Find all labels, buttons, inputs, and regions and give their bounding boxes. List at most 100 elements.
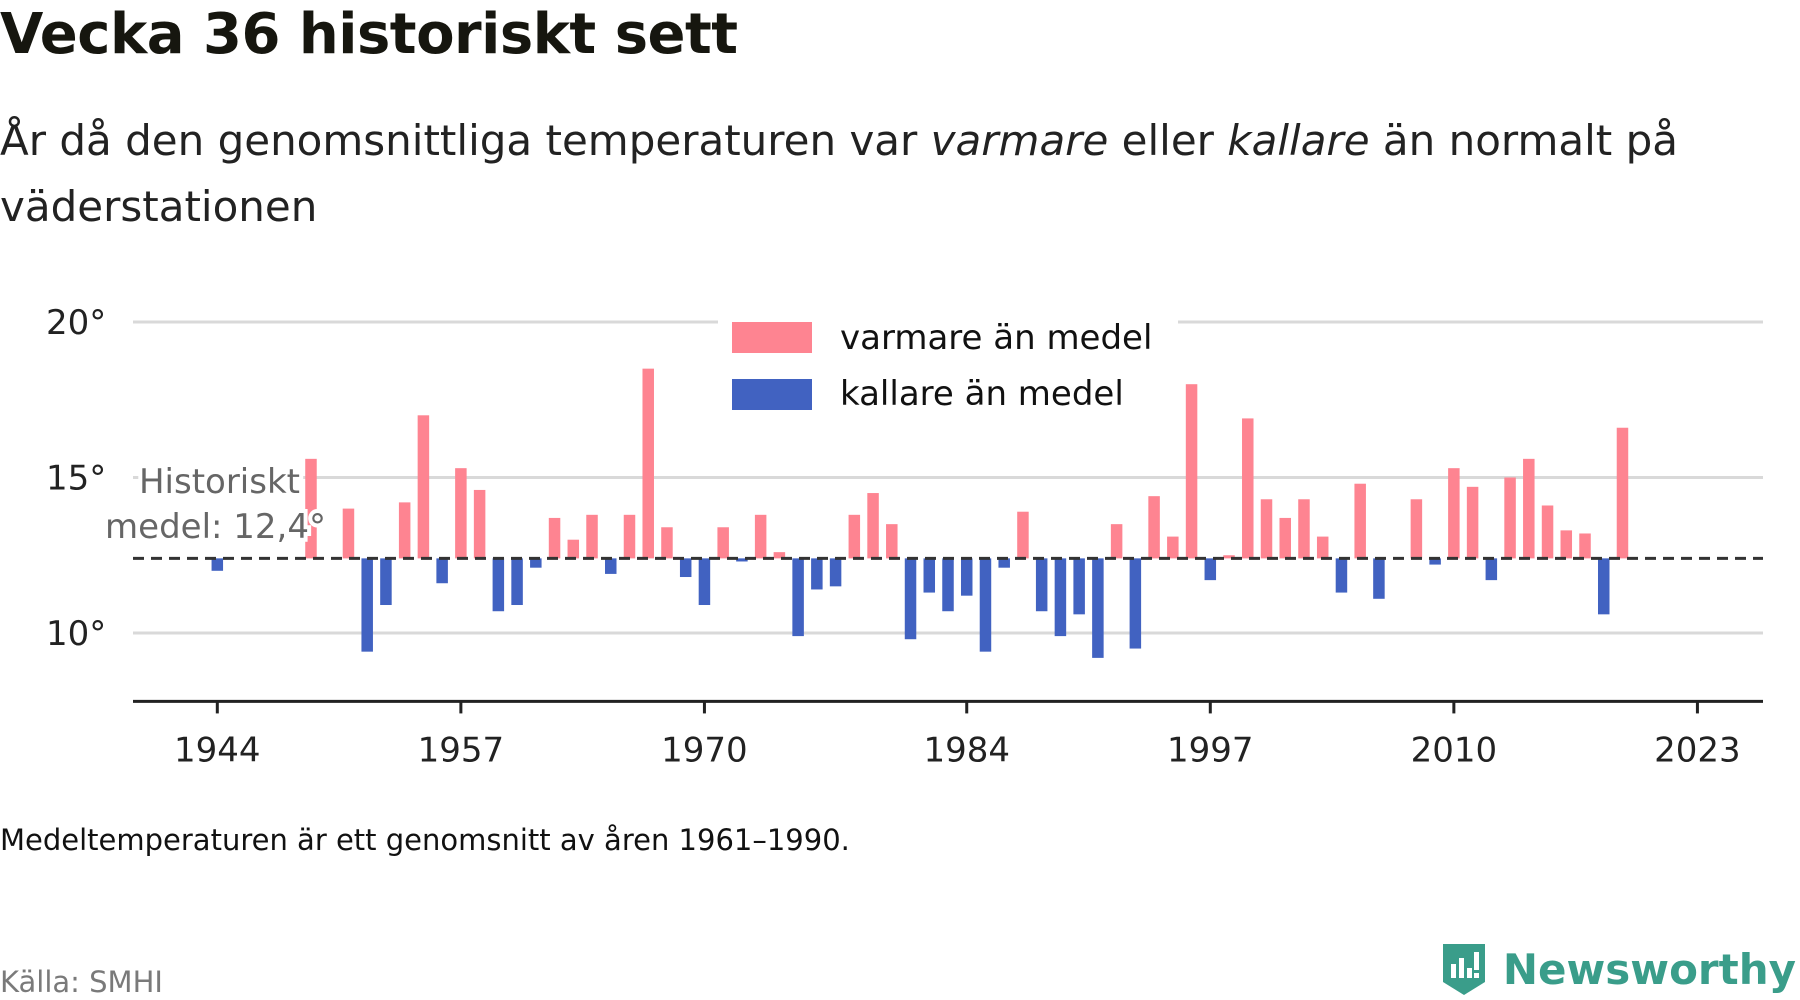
bar-cold — [380, 558, 392, 606]
bar-warm — [1504, 477, 1516, 559]
bar-cold — [1597, 558, 1610, 615]
x-tick-label: 1997 — [1167, 730, 1254, 770]
bar-warm — [1260, 499, 1273, 559]
bar-warm — [1298, 499, 1310, 559]
x-axis: 1944 1957 1970 1984 1997 2010 2023 — [133, 699, 1763, 770]
bar-cold — [1129, 558, 1142, 649]
bar-warm — [867, 493, 879, 559]
legend: varmare än medel kallare än medel — [718, 312, 1178, 427]
bar-cold — [530, 558, 542, 568]
bar-warm — [1560, 530, 1573, 559]
bar-cold — [792, 558, 804, 637]
bar-warm — [342, 508, 355, 559]
y-tick-label: 15° — [46, 459, 106, 499]
bar-warm — [773, 552, 786, 559]
bar-warm — [548, 517, 561, 559]
bar-warm — [642, 368, 654, 559]
bar-warm — [1579, 533, 1591, 559]
bar-warm — [623, 514, 636, 559]
x-tick-label: 1970 — [661, 730, 748, 770]
bar-cold — [1373, 558, 1385, 599]
bar-cold — [1485, 558, 1498, 581]
mean-line-group: Historiskt medel: 12,4° — [101, 458, 1763, 560]
bar-cold — [679, 558, 692, 578]
y-tick-label: 10° — [46, 614, 106, 654]
legend-label-warm: varmare än medel — [840, 318, 1152, 358]
bar-cold — [1092, 558, 1104, 658]
bar-warm — [567, 539, 580, 559]
chart-subtitle: År då den genomsnittliga temperaturen va… — [0, 108, 1760, 240]
bar-cold — [811, 558, 823, 590]
bar-warm — [1541, 505, 1554, 559]
bar-warm — [398, 502, 411, 559]
x-tick-label: 2023 — [1654, 730, 1741, 770]
bar-warm — [1448, 468, 1460, 559]
bar-warm — [1410, 499, 1423, 559]
bar-cold — [960, 558, 973, 596]
bar-warm — [1185, 384, 1198, 559]
bar-cold — [1054, 558, 1067, 637]
subtitle-cold-word: kallare — [1227, 116, 1370, 165]
bar-warm — [1242, 418, 1254, 559]
source-credit: Källa: SMHI — [0, 965, 163, 999]
bar-cold — [1204, 558, 1217, 581]
bar-cold — [492, 558, 505, 612]
bar-warm — [754, 514, 767, 559]
bar-cold — [998, 558, 1010, 568]
bar-cold — [511, 558, 523, 606]
bar-warm — [886, 524, 898, 559]
bar-warm — [1279, 517, 1291, 559]
x-tick-label: 1984 — [923, 730, 1010, 770]
mean-label-line-2: medel: 12,4° — [105, 507, 326, 547]
bar-warm — [1167, 536, 1179, 559]
bar-warm — [1354, 483, 1366, 559]
legend-label-cold: kallare än medel — [840, 374, 1124, 414]
bar-warm — [1017, 511, 1029, 559]
bar-warm — [1223, 555, 1235, 559]
subtitle-part-3: än normalt på väderstationen — [0, 116, 1678, 231]
x-tick-label: 2010 — [1411, 730, 1498, 770]
brand-logo: Newsworthy — [1439, 940, 1796, 998]
chart-title: Vecka 36 historiskt sett — [0, 2, 738, 67]
footnote: Medeltemperaturen är ett genomsnitt av å… — [0, 823, 850, 857]
x-tick-label: 1944 — [174, 730, 261, 770]
bar-warm — [417, 415, 430, 559]
bar-warm — [717, 527, 729, 559]
bar-cold — [1429, 558, 1441, 565]
bar-warm — [1616, 427, 1629, 559]
temperature-bar-chart: 10° 15° 20° Historiskt medel: 12,4° 1944 195… — [46, 303, 1763, 770]
bar-cold — [361, 558, 373, 652]
bar-cold — [923, 558, 936, 593]
subtitle-part-2: eller — [1108, 116, 1228, 165]
bar-cold — [904, 558, 917, 640]
bar-warm — [1316, 536, 1329, 559]
legend-swatch-cold — [732, 379, 812, 410]
bar-warm — [848, 514, 861, 559]
bar-cold — [1073, 558, 1085, 615]
subtitle-part-1: År då den genomsnittliga temperaturen va… — [0, 116, 931, 165]
bars — [211, 368, 1629, 658]
bar-warm — [586, 514, 598, 559]
bar-cold — [698, 558, 711, 606]
mean-label-line-1: Historiskt — [139, 462, 300, 502]
bar-cold — [942, 558, 954, 612]
bar-cold — [829, 558, 842, 587]
bar-warm — [1148, 496, 1160, 559]
bar-cold — [605, 558, 617, 574]
bar-warm — [305, 458, 317, 559]
y-tick-label: 20° — [46, 303, 106, 343]
bar-warm — [473, 489, 486, 559]
bar-cold — [436, 558, 448, 584]
bar-cold — [1335, 558, 1348, 593]
bar-cold — [1035, 558, 1048, 612]
bar-warm — [661, 527, 673, 559]
bar-warm — [1110, 524, 1123, 559]
x-tick-label: 1957 — [418, 730, 505, 770]
bar-cold — [736, 558, 748, 562]
subtitle-warm-word: varmare — [930, 116, 1109, 165]
bar-warm — [1523, 458, 1535, 559]
bar-warm — [455, 468, 467, 559]
legend-swatch-warm — [732, 322, 812, 353]
brand-name: Newsworthy — [1502, 944, 1796, 994]
newsworthy-logo-icon — [1442, 944, 1485, 995]
